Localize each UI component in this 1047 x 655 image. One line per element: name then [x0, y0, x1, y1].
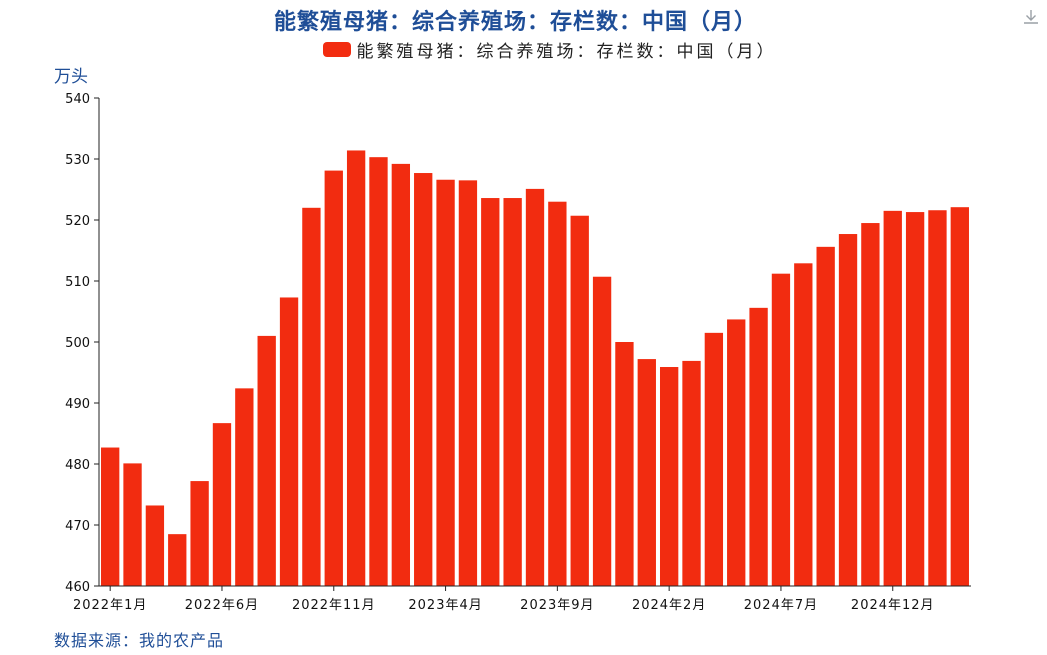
- bar[interactable]: 2023年11月: 510.7: [592, 276, 612, 586]
- bar[interactable]: 2023年10月: 520.7: [570, 215, 589, 587]
- bar[interactable]: 2024年8月: 512.9: [794, 263, 813, 586]
- bar[interactable]: 2022年8月: 501: [257, 335, 276, 586]
- bar[interactable]: 2024年5月: 503.7: [727, 319, 746, 586]
- x-tick-label: 2022年6月: [185, 598, 259, 613]
- bar[interactable]: 2022年4月: 468.5: [168, 534, 187, 586]
- bar[interactable]: 2024年11月: 519.5: [861, 223, 880, 587]
- x-tick-label: 2024年7月: [744, 598, 818, 613]
- bar[interactable]: 2024年4月: 501.5: [704, 332, 724, 586]
- bar[interactable]: 2023年6月: 523.6: [481, 198, 500, 587]
- bar[interactable]: 2023年5月: 526.5: [458, 180, 478, 586]
- bar[interactable]: 2022年12月: 531.4: [346, 150, 366, 586]
- x-tick-label: 2022年11月: [292, 598, 376, 613]
- x-tick-label: 2023年4月: [408, 598, 482, 613]
- bar[interactable]: 2023年1月: 530.3: [369, 157, 388, 587]
- bars: 2022年1月: 482.72022年2月: 480.12022年3月: 473…: [101, 150, 969, 587]
- y-axis-unit: 万头: [54, 67, 88, 87]
- bar[interactable]: 2023年9月: 523: [548, 201, 567, 586]
- bar[interactable]: 2024年7月: 511.2: [771, 273, 791, 586]
- bar[interactable]: 2022年2月: 480.1: [123, 463, 142, 586]
- bar[interactable]: 2022年6月: 486.7: [212, 423, 232, 586]
- bar[interactable]: 2025年1月: 521.3: [905, 212, 925, 586]
- bar[interactable]: 2023年2月: 529.2: [391, 163, 411, 586]
- bar[interactable]: 2024年1月: 497.2: [637, 359, 656, 586]
- legend-label: 能繁殖母猪：综合养殖场：存栏数：中国（月）: [356, 42, 777, 62]
- bar[interactable]: 2022年10月: 522: [302, 207, 321, 587]
- bar[interactable]: 2025年3月: 522.1: [950, 207, 969, 586]
- y-tick-label: 490: [65, 397, 90, 412]
- x-tick-label: 2024年2月: [632, 598, 706, 613]
- bar[interactable]: 2022年5月: 477.2: [190, 481, 209, 586]
- bar[interactable]: 2023年7月: 523.6: [503, 198, 522, 587]
- y-tick-label: 530: [65, 153, 90, 168]
- bar[interactable]: 2022年3月: 473.2: [145, 505, 165, 586]
- bar[interactable]: 2025年2月: 521.6: [928, 210, 947, 587]
- bar[interactable]: 2023年4月: 526.6: [436, 179, 455, 587]
- y-tick-label: 480: [65, 458, 90, 473]
- bar[interactable]: 2022年7月: 492.4: [235, 388, 254, 586]
- bar[interactable]: 2022年1月: 482.7: [101, 447, 120, 586]
- x-tick-label: 2022年1月: [73, 598, 147, 613]
- y-axis: 460 470 480 490 500 510 520 530 540: [65, 92, 100, 595]
- chart-legend[interactable]: 能繁殖母猪：综合养殖场：存栏数：中国（月）: [0, 37, 1047, 62]
- bar[interactable]: 2022年11月: 528.1: [324, 170, 343, 586]
- bar[interactable]: 2024年12月: 521.5: [883, 210, 902, 586]
- bar[interactable]: 2024年2月: 495.9: [659, 367, 679, 586]
- bar[interactable]: 2022年9月: 507.3: [279, 297, 299, 586]
- y-tick-label: 500: [65, 336, 90, 351]
- bar[interactable]: 2023年3月: 527.7: [414, 173, 433, 586]
- bar[interactable]: 2024年3月: 496.9: [682, 360, 701, 586]
- y-tick-label: 470: [65, 519, 90, 534]
- x-tick-label: 2023年9月: [520, 598, 594, 613]
- bar[interactable]: 2024年9月: 515.6: [816, 246, 835, 586]
- x-axis: 2022年1月 2022年6月 2022年11月 2023年4月 2023年9月 2024…: [73, 585, 971, 613]
- y-tick-label: 540: [65, 92, 90, 107]
- bar[interactable]: 2024年6月: 505.6: [749, 307, 768, 586]
- x-tick-label: 2024年12月: [851, 598, 935, 613]
- data-source: 数据来源：我的农产品: [54, 631, 225, 650]
- y-tick-label: 460: [65, 580, 90, 595]
- y-tick-label: 520: [65, 214, 90, 229]
- bar[interactable]: 2023年12月: 500: [615, 342, 634, 586]
- download-icon[interactable]: [1021, 7, 1041, 27]
- legend-swatch: [322, 42, 351, 57]
- y-tick-label: 510: [65, 275, 90, 290]
- bar[interactable]: 2023年8月: 525.1: [525, 188, 545, 586]
- bar[interactable]: 2024年10月: 517.7: [838, 234, 858, 586]
- chart-title: 能繁殖母猪：综合养殖场：存栏数：中国（月）: [273, 10, 757, 35]
